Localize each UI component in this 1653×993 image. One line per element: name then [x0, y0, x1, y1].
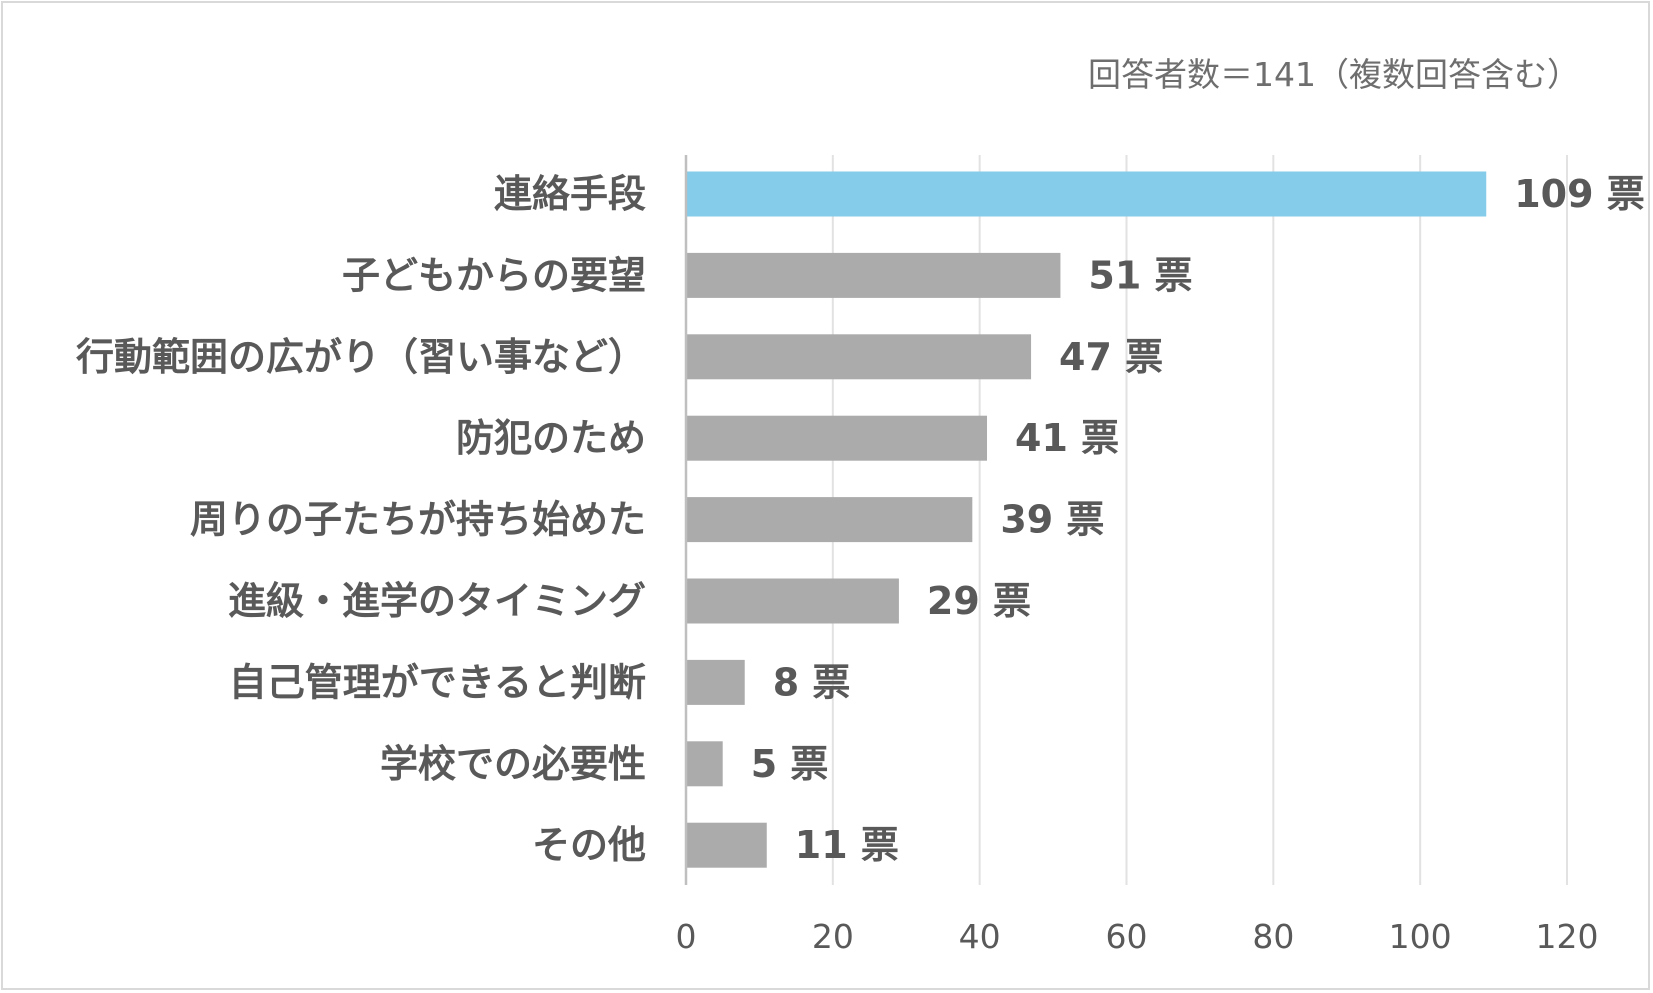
- category-label: その他: [532, 823, 646, 867]
- value-label: 29 票: [927, 579, 1031, 623]
- value-labels: 109 票 51 票 47 票 41 票 39 票 29 票 8 票 5 票 11 票: [751, 172, 1645, 867]
- x-tick-label: 80: [1252, 917, 1294, 956]
- x-tick-label: 20: [812, 917, 854, 956]
- x-tick-label: 0: [676, 917, 697, 956]
- x-tick-labels: 0 20 40 60 80 100 120: [676, 917, 1599, 956]
- bar: [686, 497, 973, 543]
- category-label: 進級・進学のタイミング: [228, 579, 646, 623]
- x-tick-label: 100: [1389, 917, 1452, 956]
- x-tick-label: 60: [1106, 917, 1148, 956]
- bar: [686, 171, 1487, 217]
- category-label: 自己管理ができると判断: [229, 660, 646, 704]
- x-tick-label: 40: [959, 917, 1001, 956]
- category-label: 連絡手段: [494, 172, 646, 216]
- bar: [686, 741, 723, 787]
- value-label: 5 票: [751, 742, 829, 786]
- value-label: 51 票: [1088, 253, 1192, 297]
- value-label: 8 票: [773, 660, 851, 704]
- value-label: 109 票: [1514, 172, 1645, 216]
- category-label: 行動範囲の広がり（習い事など）: [76, 335, 646, 379]
- bar: [686, 334, 1032, 380]
- bar: [686, 415, 988, 461]
- bar: [686, 578, 899, 624]
- value-label: 47 票: [1059, 335, 1163, 379]
- bar: [686, 822, 767, 868]
- value-label: 41 票: [1015, 416, 1119, 460]
- category-label: 学校での必要性: [380, 742, 646, 786]
- value-label: 11 票: [795, 823, 899, 867]
- category-label: 子どもからの要望: [342, 253, 646, 297]
- bars: [686, 171, 1487, 868]
- x-tick-label: 120: [1536, 917, 1599, 956]
- bar: [686, 659, 745, 705]
- value-label: 39 票: [1000, 498, 1104, 542]
- bar: [686, 252, 1061, 298]
- category-label: 防犯のため: [456, 416, 646, 460]
- respondent-count-note: 回答者数＝141（複数回答含む）: [1088, 55, 1580, 94]
- category-label: 周りの子たちが持ち始めた: [190, 498, 646, 542]
